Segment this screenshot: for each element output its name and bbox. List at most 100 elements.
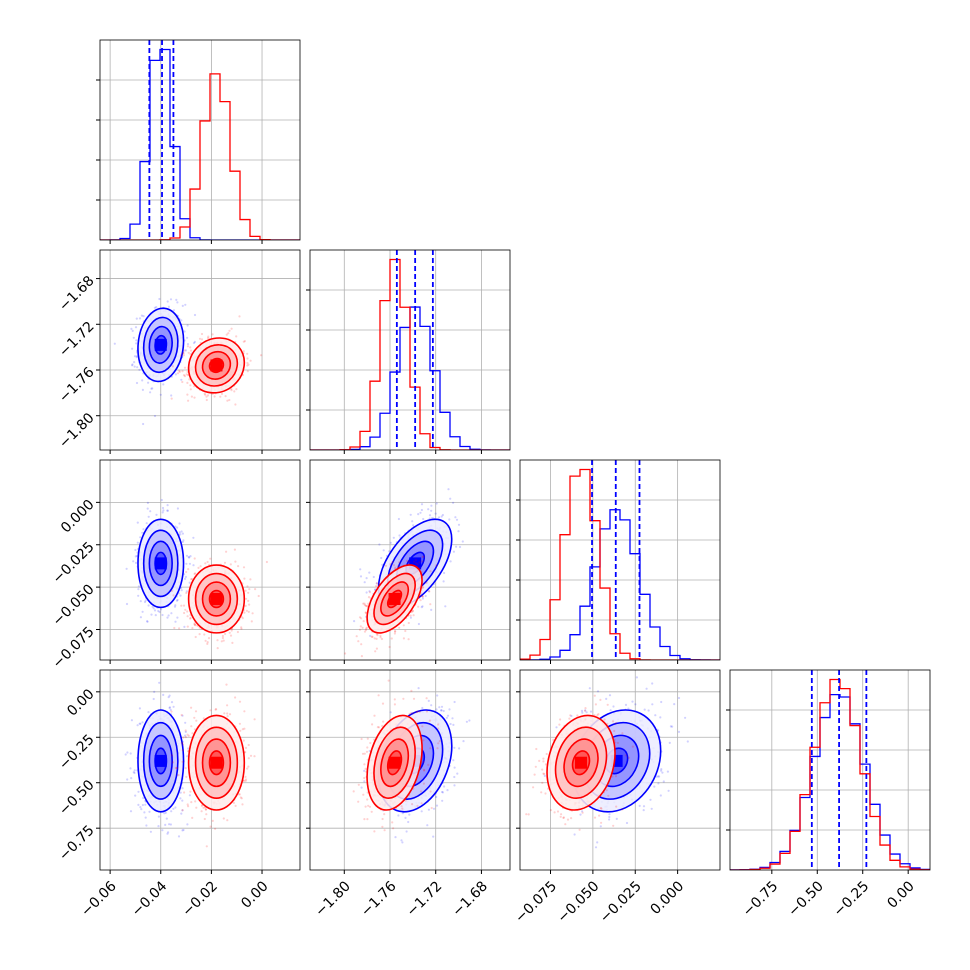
scatter-point: [161, 506, 165, 510]
scatter-point: [362, 620, 365, 623]
scatter-point: [203, 392, 206, 395]
scatter-point: [380, 637, 384, 641]
scatter-point: [376, 634, 379, 637]
scatter-point: [183, 349, 186, 352]
scatter-point: [421, 555, 424, 559]
scatter-point: [364, 611, 367, 614]
scatter-point: [422, 555, 425, 558]
scatter-point: [185, 590, 188, 593]
scatter-point: [144, 803, 147, 806]
scatter-point: [193, 340, 196, 343]
scatter-point: [390, 637, 393, 640]
scatter-point: [191, 627, 194, 630]
panel-content: [100, 40, 300, 240]
scatter-point: [200, 338, 204, 341]
scatter-point: [375, 637, 378, 641]
scatter-point: [247, 591, 250, 594]
scatter-point: [189, 388, 192, 391]
scatter-point: [180, 589, 183, 592]
scatter-point: [394, 630, 397, 633]
scatter-point: [265, 560, 268, 564]
scatter-point: [170, 810, 173, 813]
scatter-point: [180, 378, 183, 381]
scatter-point: [152, 697, 155, 701]
scatter-point: [246, 352, 249, 355]
scatter-point: [176, 526, 179, 529]
scatter-point: [249, 359, 252, 362]
scatter-point: [254, 588, 257, 591]
scatter-point: [158, 297, 161, 301]
scatter-point: [162, 509, 165, 512]
scatter-point: [246, 357, 249, 360]
scatter-point: [394, 630, 397, 633]
scatter-point: [187, 805, 190, 808]
scatter-point: [365, 626, 368, 629]
scatter-point: [209, 557, 212, 560]
scatter-point: [363, 602, 366, 605]
scatter-point: [371, 635, 374, 639]
scatter-point: [404, 629, 407, 633]
scatter-point: [225, 333, 228, 336]
scatter-point: [372, 575, 375, 579]
scatter-point: [241, 617, 244, 620]
panel-1-1: [306, 249, 511, 454]
scatter-point: [221, 636, 224, 640]
scatter-point: [186, 615, 189, 618]
scatter-point: [194, 635, 197, 639]
y-tick-label: 0.000: [58, 497, 98, 537]
scatter-point: [363, 630, 367, 633]
scatter-point: [457, 523, 461, 526]
scatter-point: [141, 721, 144, 724]
panel-3-0: −0.75−0.50−0.250.00−0.06 −0.04 −0.02 0.00: [56, 669, 301, 920]
scatter-point: [161, 613, 164, 617]
scatter-point: [136, 521, 139, 524]
scatter-point: [186, 610, 189, 613]
scatter-point: [257, 594, 260, 598]
scatter-point: [182, 354, 185, 357]
scatter-point: [134, 548, 137, 552]
scatter-point: [230, 629, 233, 632]
scatter-point: [170, 397, 173, 400]
scatter-point: [428, 514, 432, 517]
scatter-point: [188, 794, 191, 797]
scatter-point: [251, 612, 254, 615]
scatter-point: [155, 306, 158, 309]
scatter-point: [419, 511, 422, 514]
scatter-point: [142, 315, 145, 318]
scatter-point: [411, 520, 414, 523]
scatter-point: [129, 767, 132, 770]
scatter-point: [176, 598, 179, 602]
scatter-point: [134, 561, 138, 565]
scatter-point: [176, 301, 179, 304]
scatter-point: [244, 779, 247, 783]
scatter-point: [249, 578, 252, 581]
scatter-point: [228, 398, 231, 402]
scatter-point: [193, 396, 196, 399]
scatter-point: [153, 690, 156, 694]
scatter-point: [397, 517, 400, 521]
scatter-point: [429, 603, 432, 606]
scatter-point: [191, 816, 194, 820]
scatter-point: [172, 309, 176, 312]
scatter-point: [375, 582, 378, 585]
scatter-point: [178, 370, 181, 373]
scatter-point: [365, 591, 368, 594]
panel-0-0: [96, 39, 301, 244]
scatter-point: [173, 626, 176, 630]
scatter-point: [166, 509, 169, 512]
scatter-point: [168, 706, 171, 709]
scatter-point: [418, 561, 421, 564]
scatter-point: [182, 352, 185, 355]
scatter-point: [358, 628, 362, 631]
scatter-point: [166, 832, 169, 835]
scatter-point: [367, 596, 371, 599]
scatter-point: [457, 530, 460, 533]
scatter-point: [144, 816, 147, 819]
scatter-point: [200, 332, 204, 336]
scatter-point: [245, 609, 248, 612]
scatter-point: [358, 616, 362, 619]
scatter-point: [126, 778, 129, 781]
scatter-point: [130, 719, 133, 722]
density-peak-series-1: [388, 592, 401, 605]
